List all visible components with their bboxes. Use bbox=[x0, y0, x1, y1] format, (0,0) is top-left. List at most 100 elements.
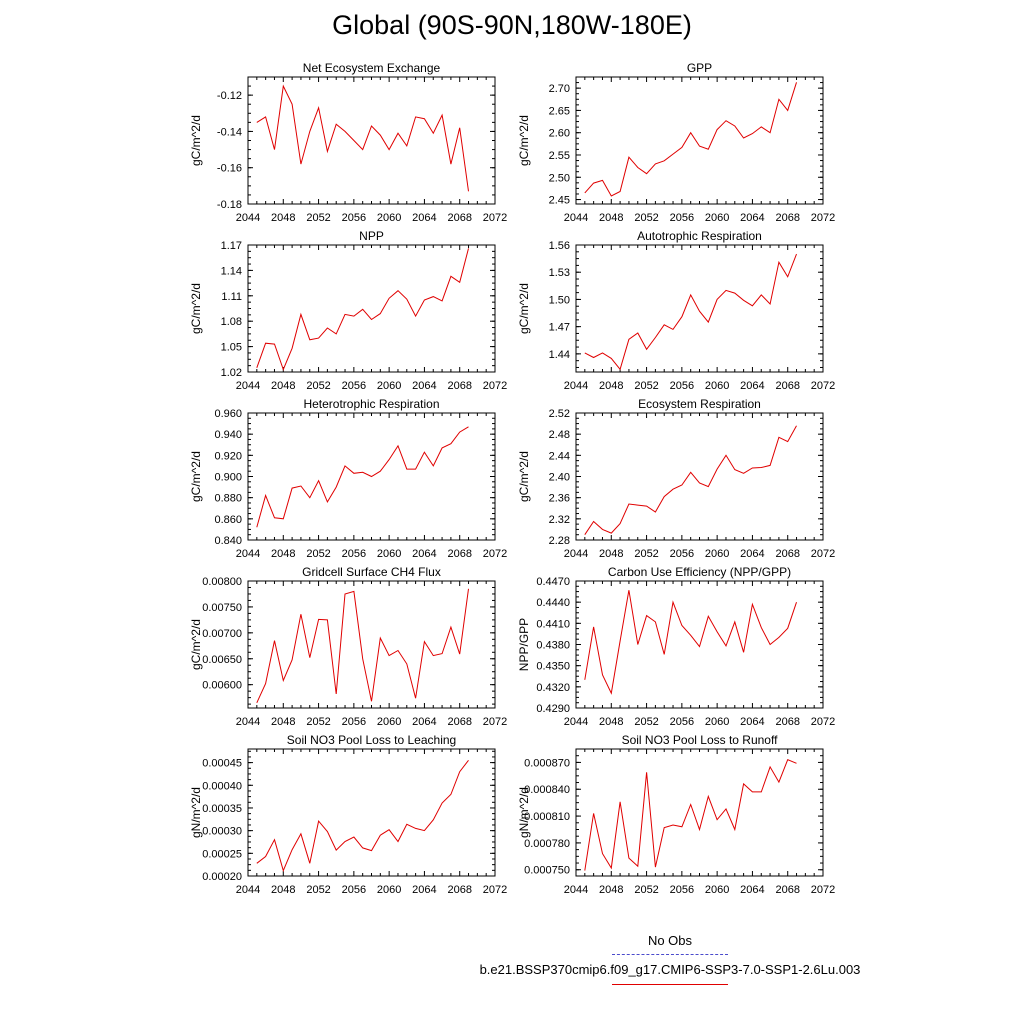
chart-panel-1: Net Ecosystem Exchange gC/m^2/d 2044 2048 20… bbox=[189, 61, 507, 224]
y-tick-label: 0.00025 bbox=[202, 848, 242, 860]
y-tick-label: 2.65 bbox=[549, 105, 570, 117]
x-tick-label: 2052 bbox=[634, 212, 658, 224]
x-tick-label: 2048 bbox=[271, 716, 295, 728]
x-tick-label: 2044 bbox=[236, 884, 260, 896]
x-tick-label: 2044 bbox=[236, 716, 260, 728]
chart-title: Carbon Use Efficiency (NPP/GPP) bbox=[608, 565, 791, 579]
x-tick-label: 2068 bbox=[447, 548, 471, 560]
plot-frame bbox=[247, 580, 496, 709]
x-tick-label: 2068 bbox=[775, 716, 799, 728]
y-tick-label: -0.12 bbox=[217, 90, 242, 102]
y-tick-label: 0.00650 bbox=[202, 654, 242, 666]
legend-case-label: b.e21.BSSP370cmip6.f09_g17.CMIP6-SSP3-7.… bbox=[479, 962, 861, 977]
y-tick-label: 0.900 bbox=[214, 472, 242, 484]
x-tick-label: 2048 bbox=[599, 212, 623, 224]
x-tick-label: 2056 bbox=[670, 212, 694, 224]
x-tick-label: 2060 bbox=[377, 884, 401, 896]
plot-frame bbox=[247, 76, 496, 205]
y-tick-label: 2.48 bbox=[549, 429, 570, 441]
x-tick-label: 2068 bbox=[447, 884, 471, 896]
y-axis-label: NPP/GPP bbox=[517, 618, 531, 671]
y-axis-label: gC/m^2/d bbox=[517, 283, 531, 334]
x-tick-label: 2072 bbox=[811, 716, 835, 728]
y-tick-label: 0.00040 bbox=[202, 780, 242, 792]
x-tick-label: 2064 bbox=[412, 884, 436, 896]
y-tick-label: 0.00750 bbox=[202, 602, 242, 614]
x-tick-label: 2044 bbox=[564, 884, 588, 896]
x-tick-label: 2068 bbox=[775, 212, 799, 224]
series-line-1 bbox=[584, 82, 797, 197]
x-tick-label: 2060 bbox=[377, 380, 401, 392]
y-axis-label: gC/m^2/d bbox=[189, 619, 203, 670]
chart-panel-9: Soil NO3 Pool Loss to Leaching gN/m^2/d 20… bbox=[189, 733, 507, 896]
x-tick-label: 2048 bbox=[271, 548, 295, 560]
legend-obs-line bbox=[612, 954, 728, 955]
x-tick-label: 2044 bbox=[236, 212, 260, 224]
x-tick-label: 2060 bbox=[705, 884, 729, 896]
y-tick-label: 0.00035 bbox=[202, 803, 242, 815]
x-tick-label: 2044 bbox=[564, 716, 588, 728]
page-title: Global (90S-90N,180W-180E) bbox=[332, 10, 692, 40]
y-axis-label: gC/m^2/d bbox=[189, 115, 203, 166]
x-tick-label: 2068 bbox=[447, 716, 471, 728]
x-tick-label: 2048 bbox=[271, 884, 295, 896]
y-tick-label: 0.000840 bbox=[524, 784, 570, 796]
y-tick-label: 1.50 bbox=[549, 294, 570, 306]
y-tick-label: 2.28 bbox=[549, 535, 570, 547]
y-tick-label: -0.16 bbox=[217, 163, 242, 175]
x-tick-label: 2064 bbox=[412, 716, 436, 728]
legend-obs-label: No Obs bbox=[647, 933, 693, 948]
x-tick-label: 2064 bbox=[412, 212, 436, 224]
plot-frame bbox=[575, 76, 824, 205]
y-tick-label: 0.000810 bbox=[524, 811, 570, 823]
x-tick-label: 2052 bbox=[634, 548, 658, 560]
y-tick-label: -0.14 bbox=[217, 126, 242, 138]
x-tick-label: 2060 bbox=[705, 380, 729, 392]
y-tick-label: 0.940 bbox=[214, 429, 242, 441]
plot-frame bbox=[575, 412, 824, 541]
y-tick-label: 0.920 bbox=[214, 450, 242, 462]
x-tick-label: 2052 bbox=[306, 716, 330, 728]
x-tick-label: 2048 bbox=[599, 716, 623, 728]
y-tick-label: 0.00600 bbox=[202, 680, 242, 692]
x-tick-label: 2048 bbox=[271, 212, 295, 224]
chart-panel-8: Carbon Use Efficiency (NPP/GPP) NPP/GPP 20… bbox=[517, 565, 835, 728]
x-tick-label: 2072 bbox=[483, 884, 507, 896]
y-tick-label: 0.00800 bbox=[202, 576, 242, 588]
chart-title: Gridcell Surface CH4 Flux bbox=[302, 565, 441, 579]
chart-title: NPP bbox=[359, 229, 384, 243]
x-tick-label: 2072 bbox=[811, 380, 835, 392]
x-tick-label: 2052 bbox=[634, 884, 658, 896]
y-tick-label: 1.05 bbox=[221, 342, 242, 354]
x-tick-label: 2056 bbox=[342, 212, 366, 224]
chart-title: Ecosystem Respiration bbox=[638, 397, 761, 411]
y-tick-label: 1.53 bbox=[549, 267, 570, 279]
x-tick-label: 2044 bbox=[236, 380, 260, 392]
x-tick-label: 2044 bbox=[236, 548, 260, 560]
chart-title: Soil NO3 Pool Loss to Runoff bbox=[622, 733, 779, 747]
plot-frame bbox=[247, 748, 496, 877]
chart-panel-6: Ecosystem Respiration gC/m^2/d 2044 2048 205… bbox=[517, 397, 835, 560]
y-axis-label: gC/m^2/d bbox=[517, 115, 531, 166]
series-line-1 bbox=[256, 84, 469, 192]
chart-panel-5: Heterotrophic Respiration gC/m^2/d 2044 204… bbox=[189, 397, 507, 560]
y-tick-label: 2.52 bbox=[549, 408, 570, 420]
series-line-1 bbox=[584, 253, 797, 371]
y-tick-label: 0.4290 bbox=[536, 703, 570, 715]
chart-title: Net Ecosystem Exchange bbox=[303, 61, 441, 75]
x-tick-label: 2064 bbox=[740, 212, 764, 224]
y-tick-label: 2.55 bbox=[549, 150, 570, 162]
y-tick-label: 1.02 bbox=[221, 367, 242, 379]
y-tick-label: 0.000750 bbox=[524, 865, 570, 877]
x-tick-label: 2060 bbox=[705, 212, 729, 224]
chart-panel-3: NPP gC/m^2/d 2044 2048 2052 2056 2060 2064 2068 2… bbox=[189, 229, 507, 392]
x-tick-label: 2060 bbox=[705, 548, 729, 560]
y-axis-label: gN/m^2/d bbox=[517, 787, 531, 838]
y-tick-label: 2.32 bbox=[549, 514, 570, 526]
y-tick-label: 1.14 bbox=[221, 265, 242, 277]
x-tick-label: 2056 bbox=[670, 380, 694, 392]
y-tick-label: 2.40 bbox=[549, 472, 570, 484]
y-tick-label: 1.08 bbox=[221, 316, 242, 328]
plot-frame bbox=[575, 244, 824, 373]
